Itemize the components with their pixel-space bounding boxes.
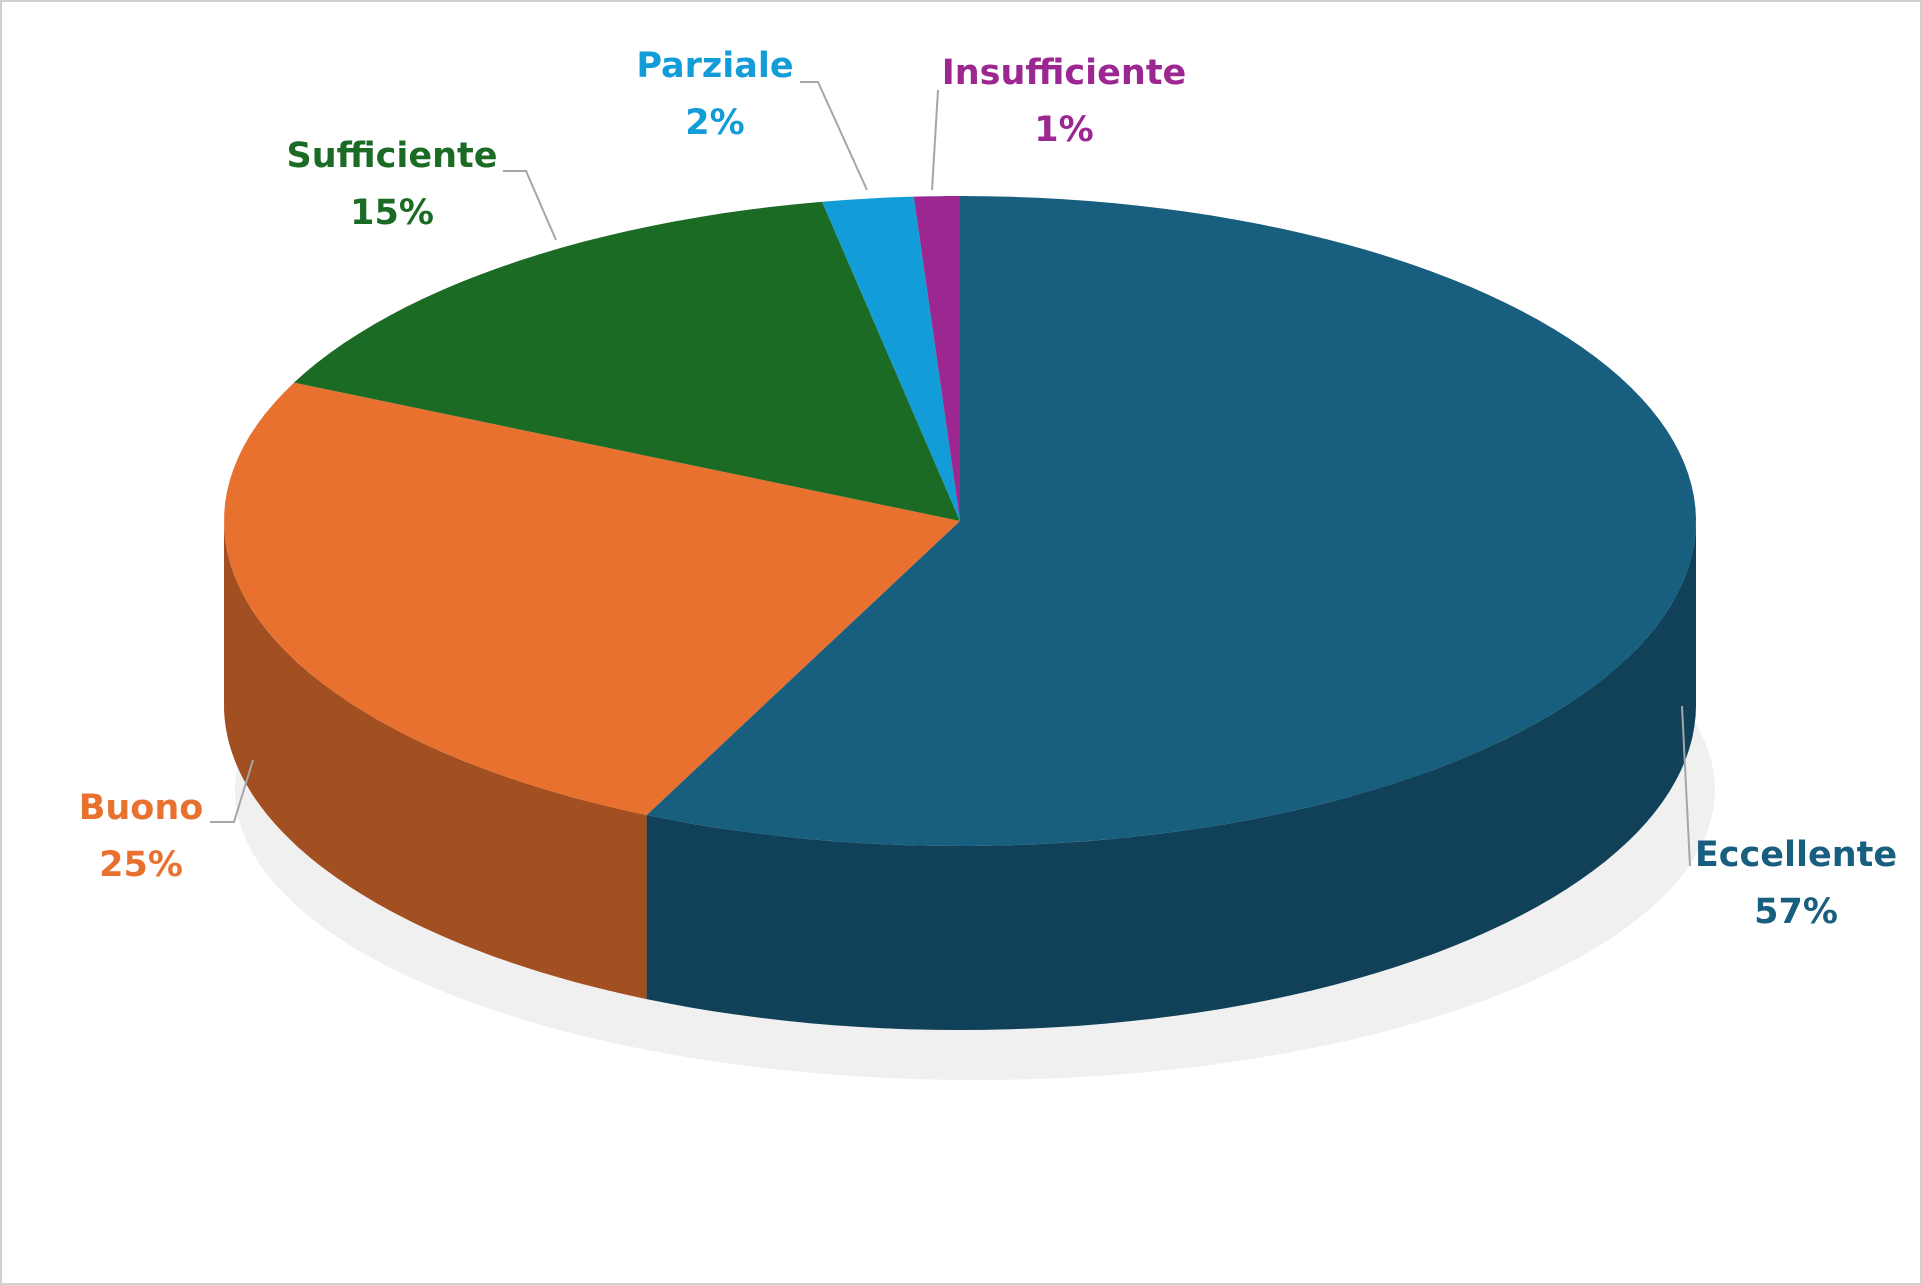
slice-side [646,521,1696,1030]
value-label: 15% [350,193,434,233]
value-label: 57% [1754,892,1838,932]
slice [294,201,960,522]
leader-line [1681,705,1691,867]
value-label: 1% [1034,110,1093,150]
category-label: Parziale [636,46,793,86]
side-shade [646,521,1696,1030]
side-shade [224,521,647,1000]
value-label: 2% [685,103,744,143]
slice [224,382,961,816]
category-label: Sufficiente [286,136,497,176]
slice-side [224,521,647,1000]
slice [913,196,960,521]
leader-line [503,170,557,241]
leader-line [800,81,868,191]
category-label: Eccellente [1695,835,1897,875]
category-label: Buono [79,788,204,828]
leader-line [931,89,939,191]
slice [822,196,960,521]
value-label: 25% [99,845,183,885]
slice [646,196,1696,846]
leader-line [210,759,254,823]
category-label: Insufficiente [942,53,1187,93]
